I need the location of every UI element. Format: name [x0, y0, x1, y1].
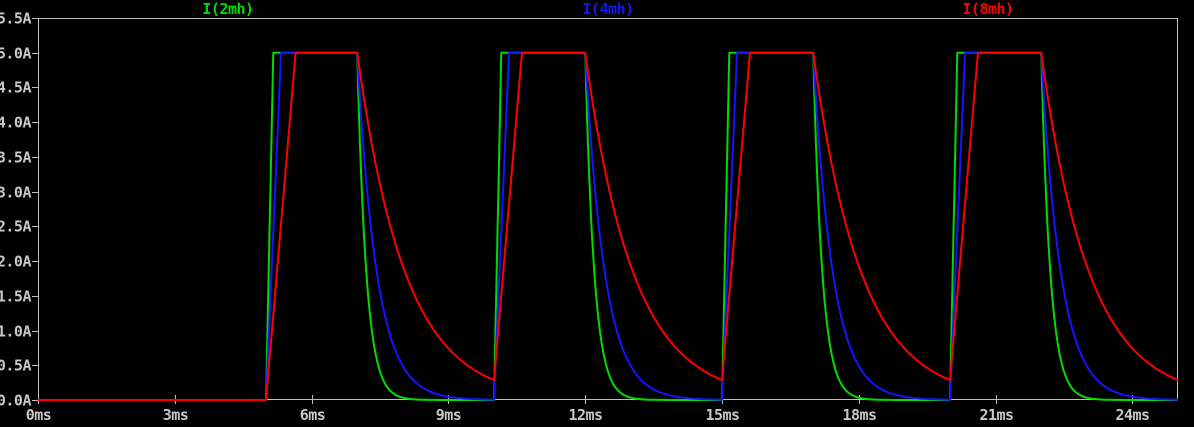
x-axis-tick-label: 3ms — [163, 406, 189, 424]
y-axis-tick-label: 5.0A — [0, 45, 31, 63]
y-axis-tick-label: 4.5A — [0, 79, 31, 97]
y-axis-tick-label: 1.0A — [0, 323, 31, 341]
x-axis-tick-label: 0ms — [26, 406, 52, 424]
x-axis-tick-label: 12ms — [568, 406, 602, 424]
trace-i8mh — [38, 51, 1179, 401]
plot-border — [38, 18, 1178, 400]
x-axis-tick-label: 15ms — [705, 406, 739, 424]
y-axis-tick-label: 4.0A — [0, 114, 31, 132]
y-axis-tick-label: 0.5A — [0, 357, 31, 375]
trace-i4mh — [38, 51, 1178, 401]
y-axis-tick-label: 3.5A — [0, 149, 31, 167]
x-axis-tick-label: 24ms — [1115, 406, 1149, 424]
legend-label-i8mh[interactable]: I(8mh) — [962, 0, 1014, 18]
x-axis-tick-label: 18ms — [842, 406, 876, 424]
legend-label-i2mh[interactable]: I(2mh) — [202, 0, 254, 18]
x-axis-tick-label: 21ms — [979, 406, 1013, 424]
legend-label-i4mh[interactable]: I(4mh) — [582, 0, 634, 18]
y-axis-tick-label: 2.5A — [0, 218, 31, 236]
y-axis-tick-label: 3.0A — [0, 184, 31, 202]
trace-i2mh — [38, 51, 1178, 401]
y-axis-tick-label: 2.0A — [0, 253, 31, 271]
x-axis-tick-label: 6ms — [300, 406, 326, 424]
y-axis-tick-label: 5.5A — [0, 10, 31, 28]
y-axis-tick-label: 0.0A — [0, 392, 31, 410]
x-axis-tick-label: 9ms — [436, 406, 462, 424]
y-axis-tick-label: 1.5A — [0, 288, 31, 306]
